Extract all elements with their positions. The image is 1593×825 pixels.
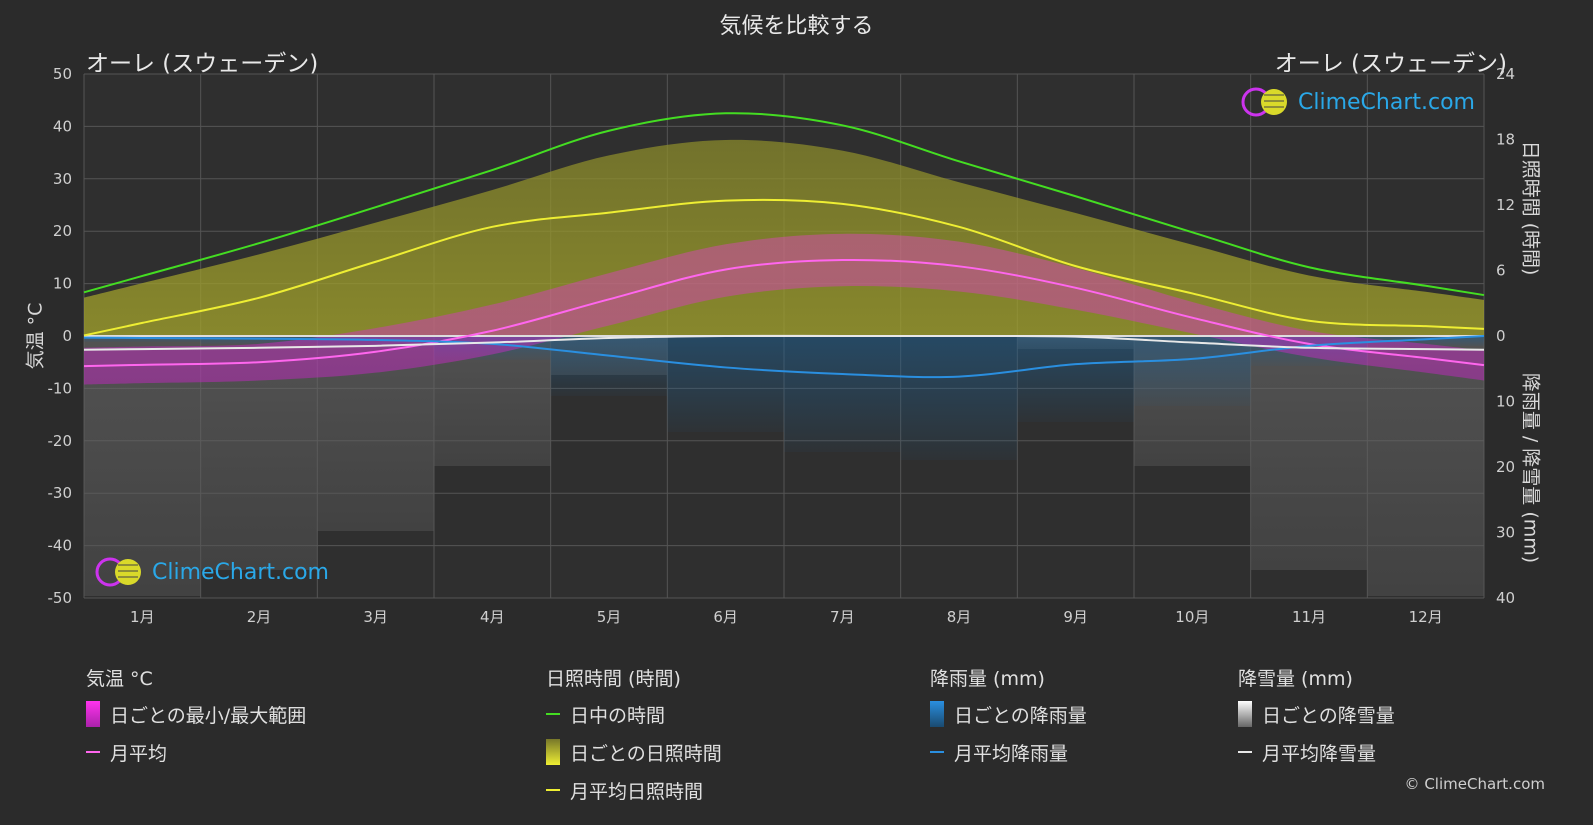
legend-temp: 気温 °C 日ごとの最小/最大範囲 月平均 [86, 664, 306, 778]
temp-avg-line [83, 258, 1485, 368]
ticks: 50 40 30 20 10 0 -10 -20 -30 -40 -50 1月 2月 3月 4月 5月 6月 7月… [48, 65, 1516, 626]
legend-temp-avg: 月平均 [110, 742, 168, 765]
y-right-bottom-tick-label: 40 [1496, 589, 1515, 607]
location-right: オーレ (スウェーデン) [1274, 51, 1507, 77]
rain-daily-swatch [930, 701, 944, 727]
temp-avg-swatch [86, 751, 100, 753]
y-right-top-tick-label: 24 [1496, 65, 1515, 83]
rain-daily-bar [900, 336, 1018, 460]
x-tick-label: 9月 [1063, 608, 1088, 626]
brand-logo-top[interactable]: ClimeChart.com [1240, 86, 1475, 118]
climechart-logo-icon [1241, 87, 1287, 117]
rain-avg-swatch [930, 751, 944, 753]
sunshine-avg-line [83, 198, 1485, 337]
daylight-line [83, 112, 1485, 297]
y-left-tick-label: 50 [53, 65, 72, 83]
sunshine-daily-swatch [546, 739, 560, 765]
areas [84, 139, 1484, 596]
climate-chart: 50 40 30 20 10 0 -10 -20 -30 -40 -50 1月 2月 3月 4月 5月 6月 7月… [48, 65, 1516, 626]
y-right-bottom-tick-label: 10 [1496, 393, 1515, 411]
x-tick-label: 8月 [947, 608, 972, 626]
sunshine-avg-swatch [546, 789, 560, 791]
x-tick-label: 3月 [363, 608, 388, 626]
rain-daily-bar [784, 336, 901, 452]
rain-daily-bar [1017, 336, 1134, 422]
daylight-swatch [546, 713, 560, 715]
y-left-tick-label: -10 [48, 379, 73, 397]
y-right-top-tick-label: 18 [1496, 131, 1515, 149]
temp-range-swatch [86, 701, 100, 727]
rain-daily-bar [1367, 336, 1484, 346]
legend-snow: 降雪量 (mm) 日ごとの降雪量 月平均降雪量 [1238, 664, 1395, 778]
y-left-tick-label: 10 [53, 275, 72, 293]
legend-temp-title: 気温 °C [86, 668, 153, 690]
y-left-tick-label: 30 [53, 170, 72, 188]
rain-daily-bar [84, 336, 201, 342]
x-tick-label: 7月 [830, 608, 855, 626]
climechart-logo-icon [95, 557, 141, 587]
x-tick-label: 11月 [1292, 608, 1326, 626]
y-left-tick-label: -20 [48, 432, 73, 450]
legend-sun-avg: 月平均日照時間 [570, 780, 704, 803]
rain-daily-bar [667, 336, 784, 432]
snow-daily-swatch [1238, 701, 1252, 727]
x-tick-label: 12月 [1409, 608, 1443, 626]
y-right-top-tick-label: 0 [1496, 327, 1506, 345]
y-left-tick-label: -30 [48, 484, 73, 502]
snow-avg-line [83, 334, 1485, 351]
legend-snow-daily: 日ごとの降雪量 [1262, 704, 1395, 727]
y-left-tick-label: 40 [53, 117, 72, 135]
axis-right-bottom-title: 降雨量 / 降雪量 (mm) [1519, 372, 1542, 564]
snow-avg-swatch [1238, 751, 1252, 753]
snow-daily-bar [1367, 336, 1484, 596]
rain-daily-bar [200, 336, 318, 344]
location-left: オーレ (スウェーデン) [86, 51, 319, 77]
legend-rain-title: 降雨量 (mm) [930, 668, 1045, 690]
x-tick-label: 6月 [713, 608, 738, 626]
y-right-bottom-tick-label: 20 [1496, 458, 1515, 476]
legend-temp-range: 日ごとの最小/最大範囲 [110, 704, 307, 727]
lines [83, 112, 1485, 379]
legend-rain: 降雨量 (mm) 日ごとの降雨量 月平均降雨量 [930, 664, 1087, 778]
axis-left-title: 気温 °C [24, 302, 47, 370]
brand-text-top: ClimeChart.com [1298, 89, 1475, 115]
y-left-tick-label: 0 [62, 327, 72, 345]
x-tick-label: 4月 [480, 608, 505, 626]
legend-sun-daily: 日ごとの日照時間 [570, 742, 722, 765]
x-tick-label: 10月 [1175, 608, 1209, 626]
chart-title: 気候を比較する [719, 14, 874, 39]
rain-avg-line [83, 335, 1485, 379]
x-tick-label: 2月 [247, 608, 272, 626]
temp-range-band [84, 233, 1484, 385]
rain-daily-bar [550, 336, 668, 396]
brand-text-bottom: ClimeChart.com [152, 559, 329, 585]
y-left-tick-label: -50 [48, 589, 73, 607]
brand-logo-bottom[interactable]: ClimeChart.com [94, 556, 329, 588]
copyright: © ClimeChart.com [1404, 775, 1545, 793]
legend-sun-title: 日照時間 (時間) [546, 668, 681, 690]
axis-right-top-title: 日照時間 (時間) [1519, 140, 1542, 276]
legend-rain-avg: 月平均降雨量 [954, 742, 1069, 765]
rain-daily-bar [1134, 336, 1251, 406]
x-tick-label: 5月 [597, 608, 622, 626]
y-left-tick-label: -40 [48, 537, 73, 555]
legend-sun-daylight: 日中の時間 [570, 704, 666, 727]
legend-snow-avg: 月平均降雪量 [1262, 742, 1377, 765]
y-left-tick-label: 20 [53, 222, 72, 240]
y-right-top-tick-label: 6 [1496, 262, 1506, 280]
snow-daily-bar [1250, 336, 1368, 570]
y-right-top-tick-label: 12 [1496, 196, 1515, 214]
legend-rain-daily: 日ごとの降雨量 [954, 704, 1087, 727]
x-tick-label: 1月 [130, 608, 155, 626]
legend-sun: 日照時間 (時間) 日中の時間 日ごとの日照時間 月平均日照時間 [546, 664, 722, 816]
legend-snow-title: 降雪量 (mm) [1238, 668, 1353, 690]
y-right-bottom-tick-label: 30 [1496, 524, 1515, 542]
